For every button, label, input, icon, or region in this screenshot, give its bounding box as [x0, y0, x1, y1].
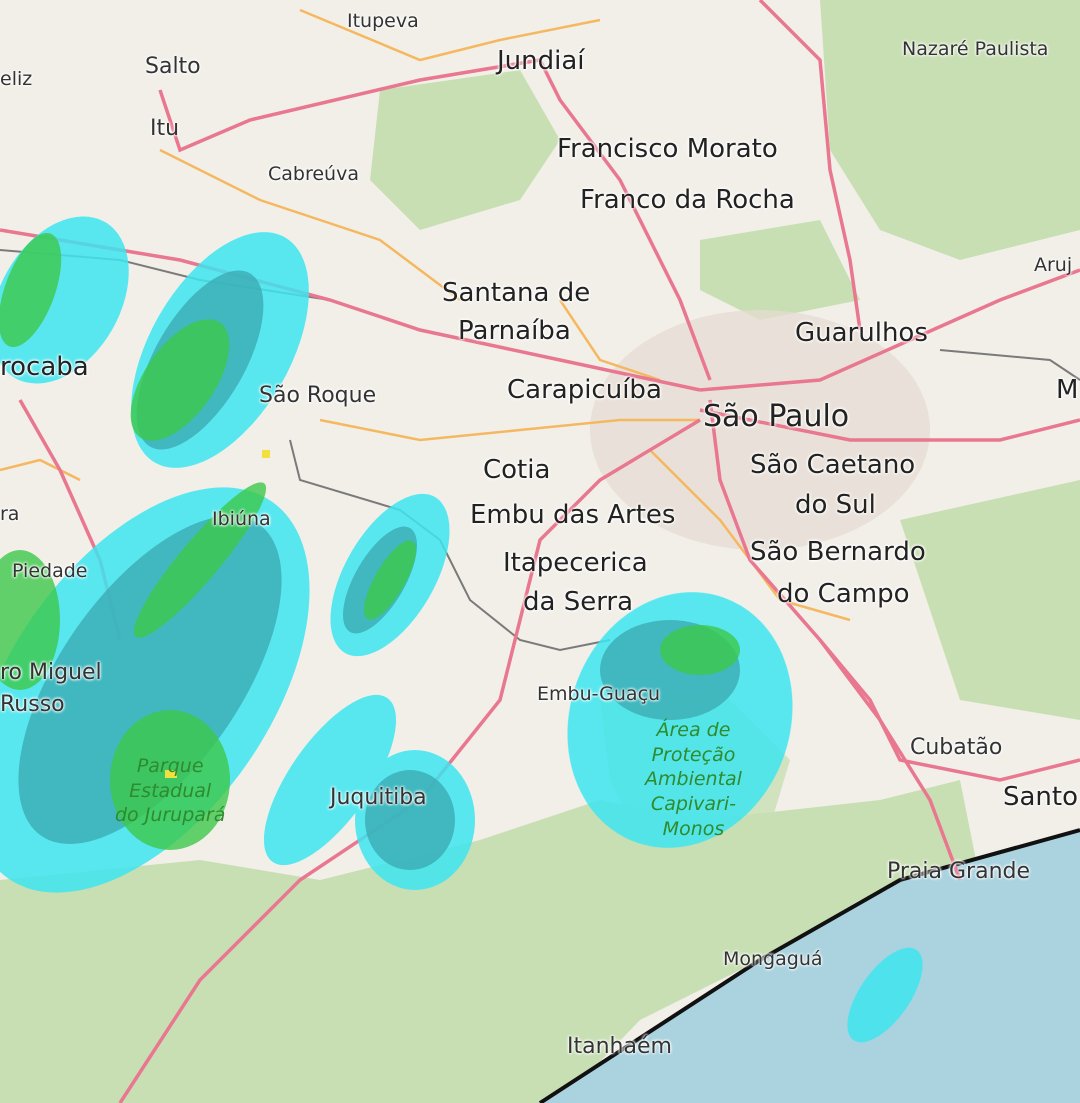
place-label: Embu das Artes: [470, 500, 676, 530]
place-label: Itapecerica: [503, 548, 648, 578]
place-label: Jundiaí: [497, 46, 585, 76]
place-label: São Paulo: [703, 399, 850, 434]
place-label: rocaba: [0, 352, 89, 382]
park-label-capivari: Área de Proteção Ambiental Capivari- Mon…: [645, 718, 742, 841]
place-label: do Sul: [795, 490, 876, 520]
park-label-line: Estadual: [129, 779, 212, 802]
coastline-track: [538, 828, 1080, 1103]
park-label-line: do Jurupará: [115, 804, 226, 827]
place-label: do Campo: [777, 579, 910, 609]
place-label: Guarulhos: [795, 318, 928, 348]
park-label-line: Capivari-: [650, 793, 737, 816]
place-label: São Caetano: [750, 450, 916, 480]
park-label-line: Área de: [656, 719, 731, 741]
place-label: Salto: [145, 54, 201, 79]
place-label: Itu: [150, 116, 180, 141]
place-label: Ibiúna: [212, 508, 271, 530]
place-label: Parnaíba: [458, 316, 571, 346]
park-label-line: Monos: [662, 817, 725, 840]
place-label: eliz: [0, 68, 33, 90]
place-label: Franco da Rocha: [580, 185, 795, 215]
place-label: Santo: [1003, 782, 1079, 812]
park-label-line: Proteção: [651, 743, 736, 766]
place-label: Santana de: [442, 278, 591, 308]
place-label: Francisco Morato: [557, 134, 778, 164]
ocean: [540, 830, 1080, 1103]
place-label: da Serra: [523, 587, 634, 617]
place-label: ro Miguel: [0, 660, 102, 685]
place-label: Embu-Guaçu: [537, 683, 661, 705]
place-label: Cabreúva: [268, 163, 359, 185]
place-label: Nazaré Paulista: [902, 38, 1049, 60]
place-label: Cubatão: [910, 735, 1003, 760]
place-label: Itanhaém: [567, 1034, 672, 1059]
place-label: São Roque: [259, 383, 377, 408]
place-label: Juquitiba: [330, 785, 427, 810]
radar-overlay: [0, 216, 923, 1043]
place-label: Cotia: [483, 455, 551, 485]
place-label: Itupeva: [347, 10, 419, 32]
park-label-line: Parque: [136, 755, 204, 777]
place-label: Aruj: [1034, 254, 1073, 276]
place-label: Carapicuíba: [507, 375, 662, 405]
place-label: Praia Grande: [887, 859, 1031, 884]
place-label: São Bernardo: [750, 537, 926, 567]
place-label: M: [1056, 375, 1079, 405]
park-label-jurupara: Parque Estadual do Jurupará: [115, 754, 225, 828]
place-label: ra: [0, 503, 20, 525]
place-label: Mongaguá: [723, 948, 823, 970]
place-label: Russo: [0, 692, 65, 717]
place-label: Piedade: [12, 560, 88, 582]
park-label-line: Ambiental: [645, 768, 742, 791]
